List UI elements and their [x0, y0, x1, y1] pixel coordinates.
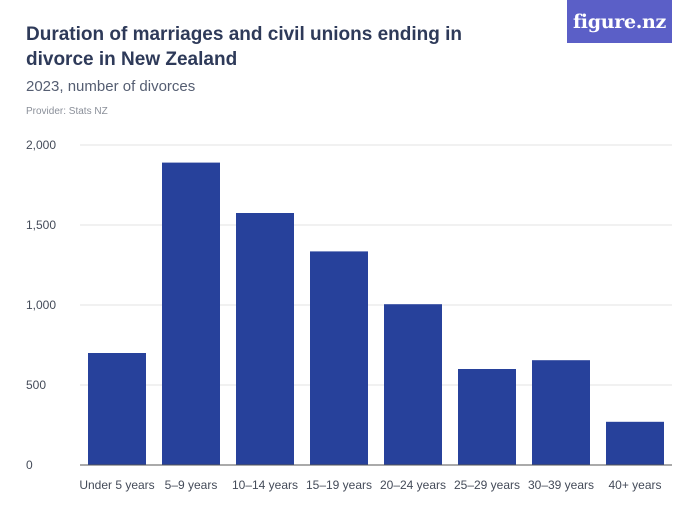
bar[interactable] [310, 251, 368, 465]
x-tick-label: 30–39 years [528, 478, 594, 492]
x-tick-label: 10–14 years [232, 478, 298, 492]
bar[interactable] [606, 421, 664, 465]
x-tick-label: 15–19 years [306, 478, 372, 492]
bars [88, 162, 664, 465]
data-provider: Provider: Stats NZ [26, 106, 108, 117]
x-tick-label: 25–29 years [454, 478, 520, 492]
chart-title: Duration of marriages and civil unions e… [26, 24, 462, 70]
bar[interactable] [88, 353, 146, 465]
figure-nz-logo[interactable]: figure.nz [567, 0, 672, 43]
x-tick-label: 5–9 years [165, 478, 218, 492]
x-tick-label: 20–24 years [380, 478, 446, 492]
y-tick-label: 1,000 [26, 298, 56, 312]
bar[interactable] [236, 213, 294, 465]
y-tick-label: 0 [26, 458, 33, 472]
y-axis-labels: 0 500 1,000 1,500 2,000 [26, 138, 56, 472]
x-axis-labels: Under 5 years 5–9 years 10–14 years 15–19 y… [79, 478, 661, 492]
x-tick-label: 40+ years [608, 478, 661, 492]
bar[interactable] [384, 304, 442, 465]
chart-subtitle: 2023, number of divorces [26, 78, 196, 95]
y-tick-label: 500 [26, 378, 46, 392]
y-tick-label: 1,500 [26, 218, 56, 232]
x-tick-label: Under 5 years [79, 478, 154, 492]
bar[interactable] [458, 369, 516, 465]
bar[interactable] [532, 360, 590, 465]
y-tick-label: 2,000 [26, 138, 56, 152]
bar[interactable] [162, 162, 220, 465]
